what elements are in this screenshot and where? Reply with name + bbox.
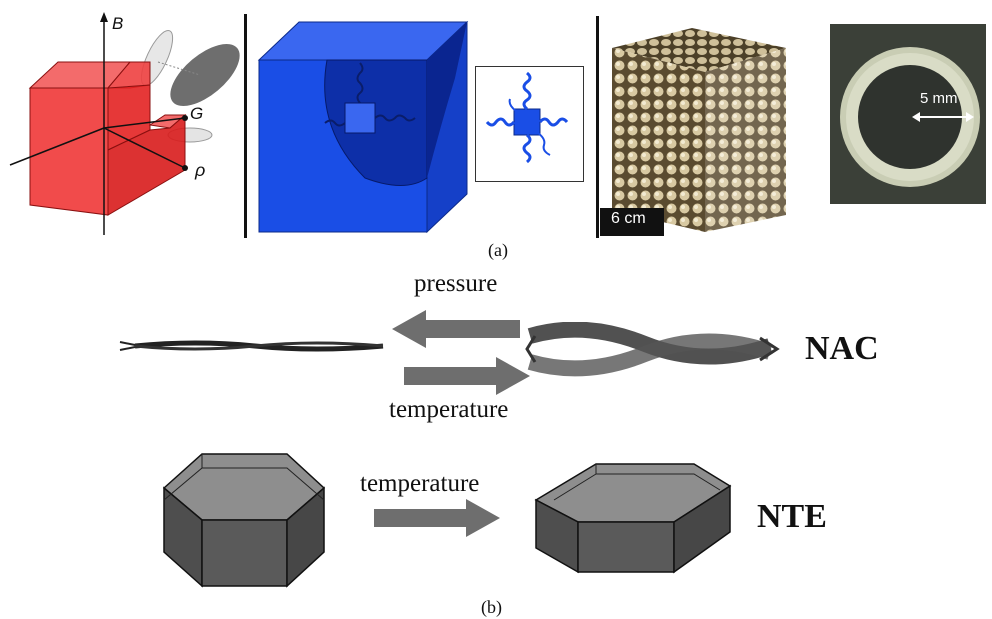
tall-hexagon-prism — [162, 453, 326, 588]
stretched-fiber — [119, 340, 384, 352]
right-arrow-nte — [374, 499, 500, 537]
temperature-label-nac: temperature — [389, 396, 509, 423]
axis-label-rho: ρ — [195, 160, 206, 180]
ring-scale-label: 5 mm — [920, 90, 958, 107]
inner-small-cube — [344, 102, 376, 134]
flat-hexagon-prism — [534, 463, 732, 574]
spring-mechanism-icon — [485, 71, 569, 164]
blue-cube-diagram — [257, 20, 469, 234]
panel-a-caption: (a) — [488, 240, 508, 260]
axis-label-b: B — [112, 14, 124, 33]
cube-cutaway — [324, 59, 428, 186]
nac-label: NAC — [805, 330, 879, 367]
temperature-label-nte: temperature — [360, 470, 480, 497]
scale-bar — [600, 208, 664, 236]
pressure-label: pressure — [414, 270, 498, 297]
axis-label-g: G — [190, 104, 204, 123]
nte-label: NTE — [757, 498, 827, 535]
red-cube-front — [29, 87, 109, 216]
scale-bar-label: 6 cm — [611, 210, 646, 227]
divider-2 — [596, 16, 599, 238]
lattice-cube-photo — [600, 20, 790, 235]
red-stepped-cube-diagram — [9, 12, 240, 235]
dark-ellipse-right — [170, 43, 240, 107]
divider-1 — [244, 14, 247, 238]
left-arrow-pressure — [392, 310, 520, 348]
ring-graphic — [840, 47, 980, 187]
ring-scale-double-arrow — [912, 112, 974, 122]
right-arrow-temperature — [404, 357, 530, 395]
panel-b-caption: (b) — [481, 597, 502, 617]
twisted-fiber — [525, 322, 780, 377]
